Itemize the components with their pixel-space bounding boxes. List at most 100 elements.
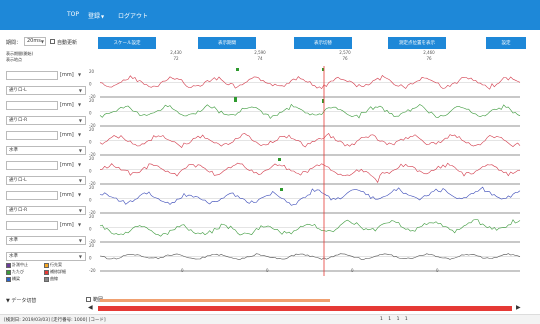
- legend-swatch: [6, 269, 11, 275]
- data-switch-toggle[interactable]: ▼ データ切替: [6, 298, 37, 304]
- channel-select[interactable]: 通りロ-R ▼: [6, 206, 86, 215]
- channel-range-field: [mm] ▼: [6, 101, 86, 110]
- axis-tick-label: 20: [89, 127, 95, 132]
- legend-label: 計測中止: [12, 262, 28, 267]
- legend-swatch: [6, 276, 11, 282]
- channel-range-field: [mm] ▼: [6, 221, 86, 230]
- chevron-down-icon[interactable]: ▼: [78, 102, 82, 107]
- chevron-down-icon[interactable]: ▼: [78, 222, 82, 227]
- chevron-down-icon: ▼: [78, 238, 82, 243]
- event-marker: [234, 99, 237, 102]
- axis-tick-label: 0: [89, 111, 92, 116]
- chevron-down-icon[interactable]: ▼: [78, 192, 82, 197]
- axis-tick-label: 0: [89, 169, 92, 174]
- scale-setting-button[interactable]: スケール設定: [98, 37, 156, 49]
- channel-select[interactable]: 通りロ-L ▼: [6, 86, 86, 95]
- channel-range-field: [mm] ▼: [6, 131, 86, 140]
- nav-register-label: 登録: [88, 13, 101, 20]
- waveform-series: [99, 133, 521, 148]
- waveform-series: [99, 186, 521, 206]
- channel-select-label: 通りロ-L: [9, 178, 27, 183]
- range-toggle[interactable]: 範囲: [86, 296, 103, 303]
- legend-item[interactable]: 曲線: [44, 276, 58, 282]
- scroll-right-icon[interactable]: ▶: [516, 304, 521, 311]
- nav-logout-link[interactable]: ログアウト: [118, 13, 149, 20]
- range-checkbox[interactable]: [86, 297, 91, 302]
- settings-button[interactable]: 設定: [486, 37, 526, 49]
- period-label: 期間：: [6, 40, 22, 46]
- legend-item[interactable]: たたび: [6, 269, 24, 275]
- legend-swatch: [6, 262, 11, 268]
- channel-range-input[interactable]: [6, 71, 58, 80]
- channel-range-input[interactable]: [6, 161, 58, 170]
- chevron-down-icon: ▼: [78, 148, 82, 153]
- nav-register-menu[interactable]: 登録▼: [88, 11, 104, 20]
- axis-tick-label: 20: [89, 185, 95, 190]
- position-label: 表示地点: [6, 57, 22, 62]
- channel-range-field: [mm] ▼: [6, 161, 86, 170]
- legend-label: 行先案: [50, 262, 62, 267]
- period-select[interactable]: 20ms ▼: [24, 37, 46, 46]
- auto-update-label: 自動更新: [57, 40, 78, 46]
- waveform-chart[interactable]: 200-20200-20200-20200-20200-20200-20200-…: [86, 66, 526, 276]
- axis-tick-label: 20: [89, 243, 95, 248]
- channel-range-input[interactable]: [6, 101, 58, 110]
- axis-tick-label: 0: [89, 82, 92, 87]
- event-marker: [234, 97, 237, 100]
- channel-range-input[interactable]: [6, 221, 58, 230]
- time-tick-top: 2,460: [423, 50, 435, 55]
- event-marker: [322, 99, 324, 103]
- axis-tick-label: -20: [89, 181, 96, 186]
- chevron-down-icon: ▼: [78, 88, 82, 93]
- channel-select-label: 通りロ-R: [9, 208, 28, 213]
- chevron-down-icon[interactable]: ▼: [78, 132, 82, 137]
- scroll-left-icon[interactable]: ◀: [88, 304, 93, 311]
- legend-item[interactable]: 橋梁: [6, 276, 20, 282]
- chevron-down-icon: ▼: [78, 254, 82, 259]
- legend-label: たたび: [12, 269, 24, 274]
- nav-top-link[interactable]: TOP: [67, 11, 80, 18]
- legend-item[interactable]: 補修詳細: [44, 269, 66, 275]
- range-slider[interactable]: ◀ ▶: [86, 304, 526, 313]
- show-position-button[interactable]: 測定点位置を表示: [388, 37, 446, 49]
- time-tick-top: 2,570: [339, 50, 351, 55]
- channel-range-input[interactable]: [6, 131, 58, 140]
- axis-tick-label: 20: [89, 156, 95, 161]
- channel-select[interactable]: 通りロ-R ▼: [6, 116, 86, 125]
- chevron-down-icon[interactable]: ▼: [78, 162, 82, 167]
- channel-range-input[interactable]: [6, 191, 58, 200]
- channel-select[interactable]: 水準 ▼: [6, 236, 86, 245]
- channel-select[interactable]: 水準 ▼: [6, 146, 86, 155]
- channel-settings-panel: [mm] ▼ 通りロ-L ▼ [mm] ▼ 通りロ-R ▼ [mm] ▼ 水準 ▼ […: [6, 66, 86, 282]
- unit-label: [mm]: [60, 192, 74, 198]
- period-value: 20ms: [27, 38, 41, 44]
- legend-item[interactable]: 計測中止: [6, 262, 28, 268]
- channel-select[interactable]: 水準 ▼: [6, 252, 86, 261]
- channel-range-field: [mm] ▼: [6, 191, 86, 200]
- axis-tick-label: -20: [89, 152, 96, 157]
- display-period-button[interactable]: 表示期間: [198, 37, 256, 49]
- legend-item[interactable]: 行先案: [44, 262, 62, 268]
- legend-swatch: [44, 262, 49, 268]
- channel-range-field: [mm] ▼: [6, 71, 86, 80]
- channel-select-label: 通りロ-L: [9, 88, 27, 93]
- range-slider-fill[interactable]: [98, 306, 512, 311]
- unit-label: [mm]: [60, 72, 74, 78]
- chevron-down-icon: ▼: [78, 208, 82, 213]
- unit-label: [mm]: [60, 222, 74, 228]
- waveform-series: [99, 75, 521, 90]
- chevron-down-icon[interactable]: ▼: [78, 72, 82, 77]
- auto-update-checkbox[interactable]: [50, 39, 55, 44]
- status-bar: [検測日: 2019/03/03] [走行番号: 1000] [コード] 1 1…: [0, 314, 540, 324]
- axis-tick-label: -20: [89, 94, 96, 99]
- display-switch-button[interactable]: 表示切替: [294, 37, 352, 49]
- legend: 計測中止 行先案 たたび 補修詳細 橋梁 曲線: [6, 262, 84, 296]
- time-tick-bottom: 76: [342, 56, 348, 61]
- unit-label: [mm]: [60, 132, 74, 138]
- unit-label: [mm]: [60, 102, 74, 108]
- event-marker: [236, 68, 239, 71]
- channel-select[interactable]: 通りロ-L ▼: [6, 176, 86, 185]
- legend-label: 曲線: [50, 276, 58, 281]
- waveform-series: [99, 253, 521, 260]
- bottom-tick-label: 0: [181, 268, 184, 273]
